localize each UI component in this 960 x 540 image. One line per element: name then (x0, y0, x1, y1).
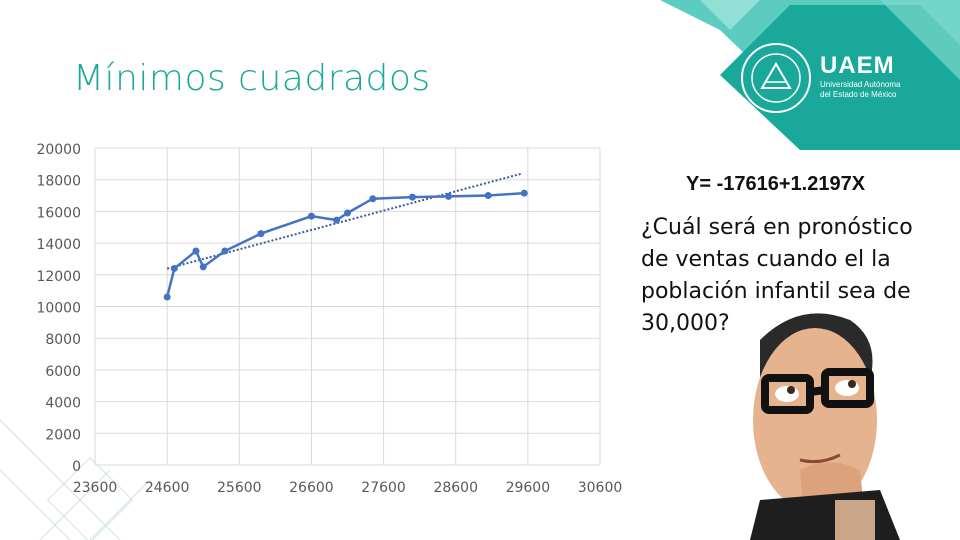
x-tick-label: 24600 (145, 480, 190, 496)
data-point (369, 195, 377, 203)
data-point (199, 263, 207, 271)
y-tick-label: 12000 (36, 269, 81, 285)
logo-subtitle-line1: Universidad Autónoma (820, 80, 901, 89)
y-tick-label: 14000 (36, 237, 81, 253)
y-tick-label: 2000 (45, 427, 81, 443)
data-point (221, 247, 229, 255)
y-tick-label: 16000 (36, 205, 81, 221)
y-tick-label: 6000 (45, 364, 81, 380)
data-point (445, 192, 452, 200)
data-point (408, 193, 416, 201)
x-tick-label: 28600 (433, 480, 478, 496)
y-tick-label: 0 (72, 459, 81, 475)
series-line (165, 191, 525, 298)
slide-title: Mínimos cuadrados (73, 58, 431, 99)
regression-equation: Y= -17616+1.2197X (686, 173, 866, 195)
data-point (333, 216, 341, 224)
data-point (257, 230, 265, 238)
x-tick-label: 29600 (506, 480, 551, 496)
y-tick-label: 18000 (36, 174, 81, 190)
x-tick-label: 27600 (361, 480, 406, 496)
data-point (344, 209, 351, 217)
data-point (170, 264, 178, 272)
y-tick-label: 10000 (36, 301, 81, 317)
y-tick-label: 4000 (45, 396, 81, 412)
x-tick-label: 25600 (217, 480, 262, 496)
data-point (520, 189, 528, 197)
logo-name: UAEM (820, 52, 895, 79)
x-tick-label: 26600 (289, 480, 334, 496)
y-tick-label: 20000 (36, 142, 81, 158)
logo-subtitle-line2: del Estado de México (820, 90, 897, 99)
data-point (484, 192, 492, 200)
x-tick-label: 23600 (73, 480, 118, 496)
x-tick-label: 30600 (578, 480, 623, 496)
y-tick-label: 8000 (45, 332, 81, 348)
data-point (163, 293, 171, 301)
data-point (307, 212, 315, 220)
university-logo: UAEM Universidad Autónoma del Estado de … (820, 52, 901, 100)
data-point (192, 247, 200, 255)
forecast-question: ¿Cuál será en pronóstico de ventas cuand… (641, 215, 913, 336)
